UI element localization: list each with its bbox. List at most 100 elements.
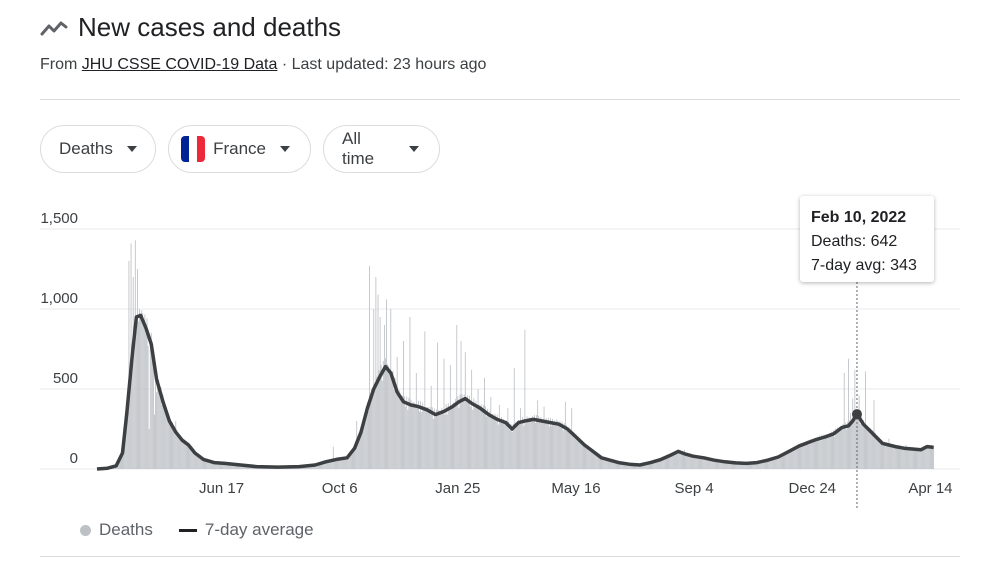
deaths-bar — [530, 417, 532, 469]
deaths-bar — [449, 365, 451, 469]
deaths-bar — [513, 368, 515, 469]
deaths-bar — [804, 444, 806, 469]
deaths-bar — [346, 457, 348, 469]
deaths-bar — [589, 447, 591, 469]
deaths-bar — [534, 415, 535, 469]
deaths-bar — [588, 450, 590, 469]
deaths-bar — [159, 394, 161, 469]
deaths-bar — [567, 428, 568, 469]
deaths-bar — [669, 455, 671, 469]
deaths-bar — [419, 411, 420, 469]
deaths-bar — [745, 463, 747, 469]
deaths-bar — [378, 370, 380, 469]
deaths-bar — [192, 449, 194, 469]
chevron-down-icon — [280, 146, 290, 152]
source-link[interactable]: JHU CSSE COVID-19 Data — [81, 56, 278, 73]
deaths-bar — [907, 447, 909, 469]
deaths-bar — [625, 464, 627, 469]
deaths-bar — [452, 403, 453, 469]
deaths-bar — [149, 349, 151, 469]
deaths-bar — [222, 463, 224, 469]
deaths-bar — [128, 261, 130, 469]
deaths-bar — [609, 460, 611, 469]
deaths-bar — [393, 389, 395, 469]
deaths-bar — [678, 453, 680, 469]
country-dropdown[interactable]: France — [168, 125, 311, 173]
deaths-bar — [194, 452, 196, 469]
deaths-bar — [389, 370, 391, 469]
deaths-bar — [862, 420, 864, 469]
x-tick-label: Oct 6 — [322, 480, 358, 497]
deaths-chart[interactable]: 0 500 1,000 1,500 Jun 17 Oct 6 Jan 25 May 16 Sep… — [0, 190, 1000, 520]
deaths-bar — [658, 459, 660, 469]
deaths-bar — [563, 423, 565, 469]
deaths-bar — [420, 401, 422, 469]
deaths-bar — [661, 458, 663, 469]
deaths-bar — [710, 459, 712, 469]
deaths-bar — [473, 398, 475, 469]
deaths-bar — [218, 462, 220, 469]
deaths-bar — [428, 410, 430, 469]
deaths-bar — [334, 459, 336, 469]
deaths-bar — [579, 438, 581, 469]
range-dropdown[interactable]: All time — [323, 125, 440, 173]
deaths-bar — [394, 377, 396, 469]
deaths-bar — [392, 370, 394, 469]
metric-dropdown[interactable]: Deaths — [40, 125, 156, 173]
deaths-bar — [829, 435, 831, 469]
deaths-bar — [363, 419, 365, 469]
deaths-bar — [899, 449, 900, 469]
deaths-bar — [641, 464, 643, 469]
deaths-bar — [481, 411, 483, 469]
deaths-bar — [887, 446, 889, 469]
deaths-bar — [693, 455, 695, 469]
deaths-bar — [465, 397, 467, 469]
deaths-bar — [877, 438, 879, 469]
deaths-bar — [832, 435, 833, 469]
deaths-bar — [816, 438, 817, 469]
deaths-bar — [415, 373, 417, 469]
deaths-bar — [932, 446, 933, 469]
deaths-bar — [135, 330, 137, 469]
deaths-bar — [141, 310, 143, 469]
chart-header: New cases and deaths — [40, 12, 341, 43]
deaths-bar — [593, 451, 595, 469]
deaths-bar — [527, 420, 529, 469]
deaths-bar — [166, 411, 168, 469]
deaths-bar — [208, 460, 210, 469]
deaths-bar — [479, 407, 481, 469]
deaths-bar — [894, 446, 896, 469]
deaths-bar — [850, 413, 852, 469]
deaths-bar — [928, 446, 930, 469]
deaths-bar — [634, 464, 635, 469]
deaths-bar — [494, 413, 496, 469]
deaths-bar — [813, 438, 815, 469]
tooltip-deaths: Deaths: 642 — [811, 233, 898, 250]
deaths-bar — [147, 345, 149, 469]
deaths-bar — [328, 461, 330, 469]
deaths-bar — [350, 451, 352, 469]
deaths-bar — [597, 455, 599, 469]
deaths-bar — [615, 462, 617, 469]
deaths-bar — [459, 394, 461, 469]
deaths-bar — [217, 462, 219, 469]
deaths-bar — [191, 449, 193, 469]
deaths-bar — [124, 435, 126, 469]
deaths-bar — [623, 463, 625, 469]
deaths-bar — [909, 446, 911, 469]
deaths-bar — [637, 464, 639, 469]
deaths-bar — [538, 415, 540, 469]
deaths-bar — [895, 444, 897, 469]
x-tick-label: Jan 25 — [435, 480, 480, 497]
deaths-bar — [442, 412, 444, 469]
deaths-bar — [617, 461, 618, 469]
deaths-bar — [402, 395, 403, 469]
deaths-bar — [614, 460, 616, 469]
deaths-bar — [714, 459, 716, 469]
deaths-bar — [478, 404, 480, 469]
deaths-bar — [388, 365, 390, 469]
deaths-bar — [469, 395, 470, 469]
deaths-bar — [736, 462, 738, 469]
deaths-bar — [636, 464, 638, 469]
deaths-bar — [196, 454, 198, 469]
